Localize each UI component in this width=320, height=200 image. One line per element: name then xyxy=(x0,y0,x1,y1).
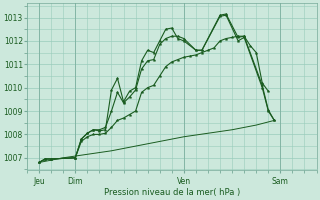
X-axis label: Pression niveau de la mer( hPa ): Pression niveau de la mer( hPa ) xyxy=(104,188,240,197)
